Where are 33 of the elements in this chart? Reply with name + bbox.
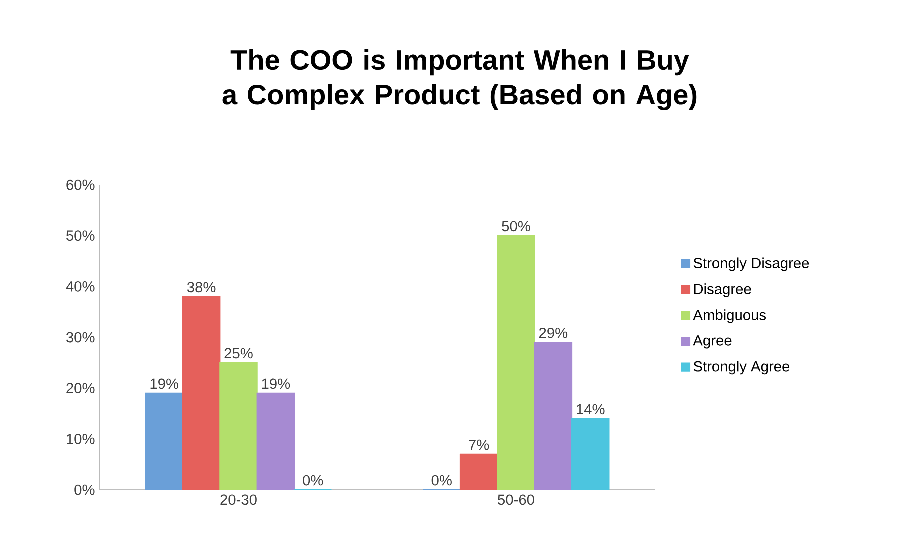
- data-label: 19%: [262, 378, 290, 390]
- data-label: 14%: [577, 404, 605, 415]
- legend-label: Strongly Agree: [694, 361, 790, 375]
- bar: [534, 342, 573, 491]
- y-tick-label: 50%: [66, 230, 95, 242]
- y-tick-label: 40%: [66, 281, 95, 292]
- legend-label: Strongly Disagree: [694, 258, 810, 272]
- x-tick-label: 50-60: [498, 494, 534, 506]
- bar: [497, 235, 536, 491]
- bar: [256, 392, 296, 491]
- data-label: 0%: [432, 475, 452, 486]
- bar: [182, 296, 221, 491]
- bar: [460, 454, 498, 491]
- y-tick-label: 0%: [74, 484, 95, 496]
- chart-title: The COO is Important When I Buy a Complex Product (Based on Age): [222, 50, 697, 110]
- data-label: 29%: [539, 328, 568, 338]
- y-tick-label: 20%: [66, 383, 95, 394]
- x-tick-label: 20-30: [220, 494, 257, 506]
- bar: [220, 362, 258, 491]
- y-tick-label: 30%: [66, 332, 95, 343]
- legend-label: Disagree: [694, 284, 752, 298]
- y-tick-label: 60%: [66, 180, 95, 190]
- bar: [145, 392, 184, 491]
- legend-label: Agree: [693, 336, 732, 349]
- legend-label: Ambiguous: [693, 310, 766, 324]
- data-label: 0%: [303, 475, 324, 486]
- data-label: 19%: [150, 378, 179, 390]
- y-tick-label: 10%: [67, 434, 95, 444]
- data-label: 50%: [502, 221, 530, 232]
- data-label: 38%: [187, 282, 216, 293]
- data-label: 7%: [469, 440, 490, 450]
- data-label: 25%: [224, 348, 253, 359]
- bar: [571, 418, 610, 491]
